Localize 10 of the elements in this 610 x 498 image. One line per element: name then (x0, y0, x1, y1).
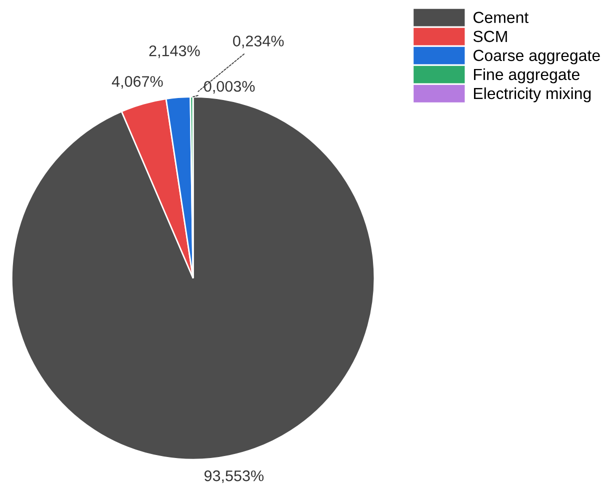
data-label: 0,234% (233, 36, 284, 48)
data-label: 4,067% (112, 76, 163, 89)
legend-label: Electricity mixing (474, 87, 591, 102)
legend-label: Fine aggregate (474, 68, 580, 84)
legend-label: Coarse aggregate (474, 50, 600, 64)
data-label: 93,553% (204, 470, 264, 484)
legend-label: Cement (474, 12, 529, 24)
data-label: 0,003% (204, 80, 255, 94)
data-label: 2,143% (149, 45, 200, 58)
legend-label: SCM (473, 30, 507, 42)
